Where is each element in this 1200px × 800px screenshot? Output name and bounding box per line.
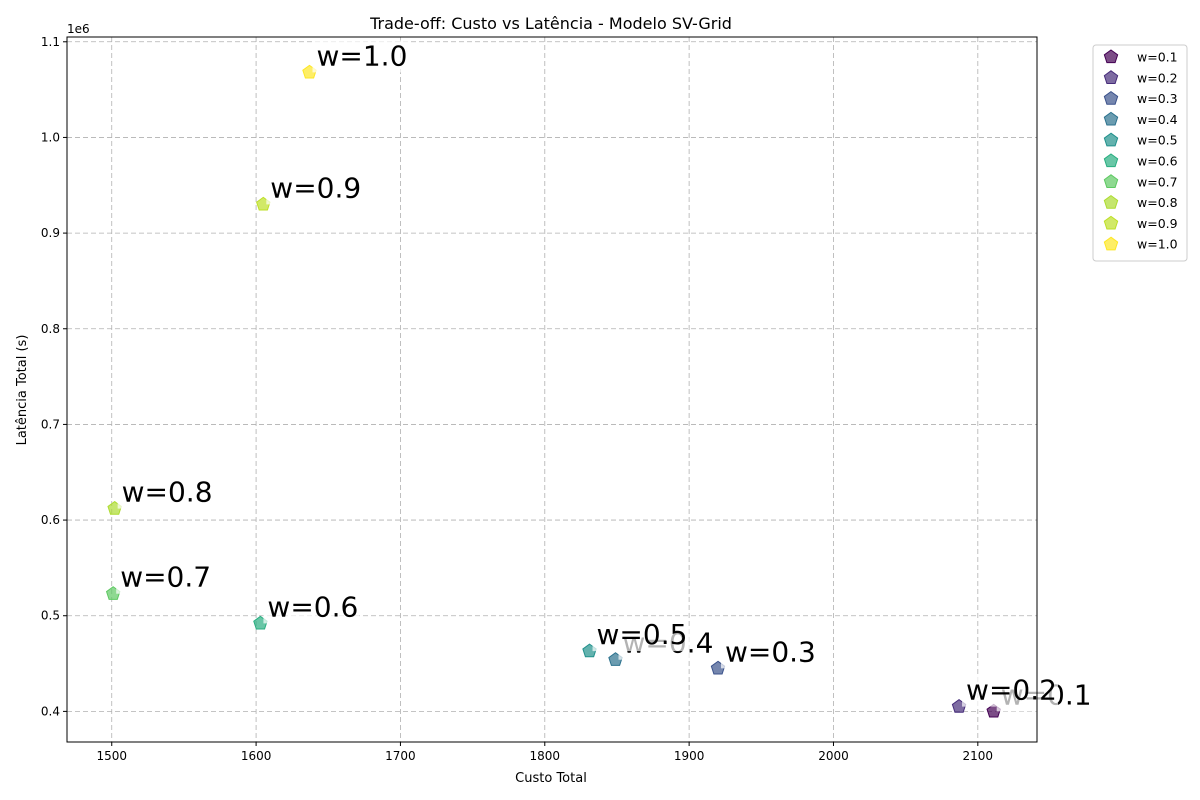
annotation-background [263,591,360,624]
plot-area-frame [66,36,1038,743]
axis-ticks: 1500 1600 1700 1800 1900 2000 2100 0.4 0.5 0.6 0.7… [41,35,993,763]
x-tick-label: 1800 [530,749,561,763]
legend-label: w=0.9 [1137,216,1178,231]
y-offset-label: 1e6 [67,22,90,36]
x-tick-label: 2000 [818,749,849,763]
y-tick-label: 0.6 [41,513,60,527]
legend-label: w=1.0 [1137,237,1178,252]
legend-marker [1103,194,1119,209]
legend-marker [1103,215,1119,230]
annotation-background [312,40,409,73]
point-annotation: w=0.3 [725,635,816,668]
annotation-background [962,674,1059,707]
point-annotation: w=0.2 [966,674,1057,707]
annotation-background [266,172,363,205]
legend-marker [1103,111,1119,126]
legend-marker [1103,174,1119,188]
legend-marker [1103,70,1119,84]
point-annotation: w=0.6 [267,590,358,623]
point-annotation: w=0.7 [120,561,211,594]
data-points [105,64,1001,718]
x-tick-label: 1500 [96,749,127,763]
point-annotation: w=1.0 [317,39,408,72]
legend-label: w=0.7 [1137,174,1178,189]
annotation-background [720,636,817,669]
x-axis-label: Custo Total [515,771,587,786]
y-tick-label: 0.4 [41,704,60,718]
y-tick-label: 0.5 [41,609,60,623]
legend-label: w=0.4 [1137,112,1178,127]
legend-marker [1103,236,1119,251]
chart-title: Trade-off: Custo vs Latência - Modelo SV… [369,14,732,33]
legend-label: w=0.3 [1137,91,1178,106]
legend-label: w=0.1 [1137,50,1178,65]
annotation-background [592,619,689,652]
annotation-background [116,561,213,594]
legend-label: w=0.6 [1137,154,1178,169]
grid [67,37,1037,742]
legend-marker [1103,49,1119,64]
y-tick-label: 1.0 [41,130,60,144]
legend-marker [1103,153,1119,168]
x-tick-label: 1700 [385,749,416,763]
legend-label: w=0.5 [1137,133,1178,148]
y-axis-label: Latência Total (s) [15,335,30,446]
legend: w=0.1 w=0.2 w=0.3 w=0.4 w=0.5 w=0.6 w=0.7 w=0.8… [1092,44,1188,262]
x-tick-label: 2100 [963,749,994,763]
point-annotation: w=0.8 [122,476,213,509]
legend-marker [1103,90,1119,105]
y-tick-label: 0.8 [41,322,60,336]
legend-marker [1103,132,1119,147]
point-annotations: w=0.1w=0.2w=0.3w=0.4w=0.5w=0.6w=0.7w=0.8… [116,39,1093,712]
x-tick-label: 1600 [241,749,272,763]
y-tick-label: 0.9 [41,226,60,240]
point-annotation: w=0.9 [270,171,361,204]
x-tick-label: 1900 [674,749,705,763]
legend-label: w=0.8 [1137,195,1178,210]
y-tick-label: 0.7 [41,417,60,431]
annotation-background [117,476,214,509]
y-tick-label: 1.1 [41,35,60,49]
legend-label: w=0.2 [1137,70,1178,85]
point-annotation: w=0.5 [597,618,688,651]
